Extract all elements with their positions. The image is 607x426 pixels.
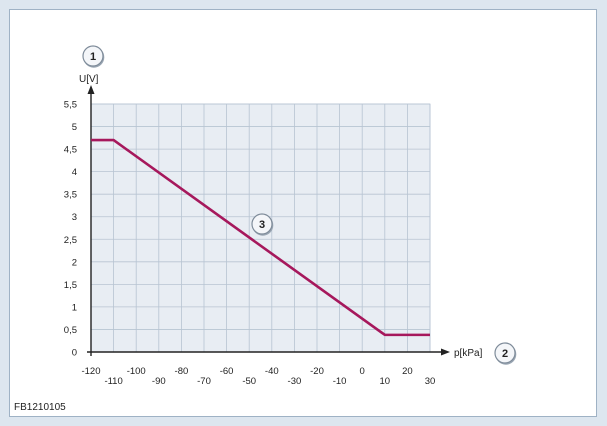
x-tick-label: 30 [425, 376, 436, 387]
y-tick-label: 3,5 [64, 190, 77, 201]
series-line [91, 138, 430, 337]
callout-badge-3: 3 [251, 213, 274, 236]
x-tick-label: -40 [265, 366, 279, 377]
y-tick-label: 4,5 [64, 145, 77, 156]
x-tick-labels: -120-110-100-90-80-70-60-50-40-30-20-100… [81, 366, 435, 387]
x-tick-label: -120 [81, 366, 100, 377]
grid [90, 103, 431, 353]
y-tick-label: 1 [72, 302, 77, 313]
callout-badge-2: 2 [494, 342, 517, 365]
callout-number: 2 [502, 348, 508, 360]
x-tick-label: -30 [288, 376, 302, 387]
y-tick-label: 2 [72, 257, 77, 268]
x-tick-label: -90 [152, 376, 166, 387]
x-tick-label: -110 [104, 376, 122, 387]
callout-badge-1: 1 [82, 45, 105, 68]
x-tick-label: -70 [197, 376, 211, 387]
y-axis-arrow [87, 85, 95, 94]
x-tick-label: -50 [242, 376, 256, 387]
y-tick-label: 3 [72, 212, 77, 223]
y-tick-labels: 0 0,5 1 1,5 2 2,5 3 3,5 4 4,5 5 5,5 [64, 100, 77, 359]
callout-circle [251, 213, 273, 235]
x-tick-label: -10 [333, 376, 347, 387]
x-tick-label: -60 [220, 366, 234, 377]
axes [87, 85, 450, 356]
figure-code: FB1210105 [14, 402, 66, 413]
callout-circle [494, 342, 516, 364]
y-axis-label: U[V] [79, 74, 99, 85]
y-tick-label: 2,5 [64, 235, 77, 246]
y-tick-label: 1,5 [64, 280, 77, 291]
y-tick-label: 0,5 [64, 325, 77, 336]
x-tick-label: -20 [310, 366, 324, 377]
y-tick-label: 5,5 [64, 100, 77, 111]
x-axis-label: p[kPa] [454, 348, 483, 359]
x-tick-label: -80 [175, 366, 189, 377]
callout-number: 3 [259, 219, 265, 231]
y-tick-label: 5 [72, 122, 77, 133]
x-tick-label: -100 [127, 366, 146, 377]
x-tick-label: 10 [380, 376, 391, 387]
x-tick-label: 20 [402, 366, 413, 377]
callout-circle [82, 45, 104, 67]
callout-number: 1 [90, 51, 96, 63]
series-group [91, 138, 430, 337]
x-tick-label: 0 [360, 366, 365, 377]
callouts: 1 2 3 [82, 45, 517, 365]
y-tick-label: 4 [72, 167, 77, 178]
y-tick-label: 0 [72, 348, 77, 359]
x-axis-arrow [441, 348, 450, 356]
